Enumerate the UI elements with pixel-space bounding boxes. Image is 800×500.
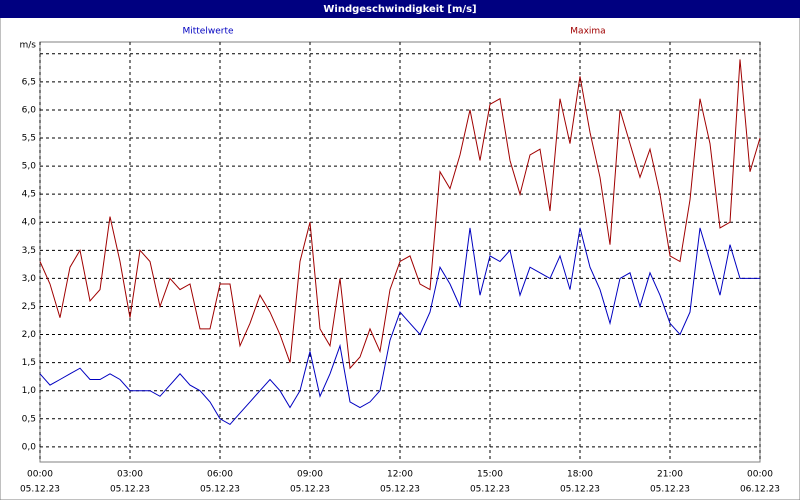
y-tick-label: 0,0 [22, 442, 37, 452]
x-tick-date: 05.12.23 [20, 485, 60, 495]
y-tick-label: 5,5 [22, 134, 36, 144]
x-tick-label: 12:00 [387, 470, 413, 480]
x-tick-date: 05.12.23 [470, 485, 510, 495]
y-tick-label: 6,5 [22, 77, 36, 87]
y-tick-label: 3,0 [22, 274, 37, 284]
y-tick-label: 1,0 [22, 386, 37, 396]
x-tick-label: 00:00 [747, 470, 773, 480]
series-line [39, 59, 761, 370]
legend-label: Maxima [570, 27, 605, 37]
y-tick-label: 2,5 [22, 302, 36, 312]
x-tick-date: 05.12.23 [380, 485, 420, 495]
series-line [39, 227, 760, 426]
y-tick-label: 4,5 [22, 190, 36, 200]
x-tick-label: 18:00 [567, 470, 593, 480]
x-tick-date: 05.12.23 [200, 485, 240, 495]
y-tick-label: 5,0 [22, 162, 37, 172]
x-tick-date: 06.12.23 [740, 485, 780, 495]
x-tick-label: 15:00 [477, 470, 503, 480]
y-tick-label: 6,0 [22, 105, 37, 115]
x-tick-date: 05.12.23 [110, 485, 150, 495]
title-bar [0, 0, 800, 18]
y-tick-label: 3,5 [22, 246, 36, 256]
x-tick-date: 05.12.23 [560, 485, 600, 495]
x-tick-label: 09:00 [297, 470, 323, 480]
y-tick-label: 4,0 [22, 218, 37, 228]
legend-label: Mittelwerte [182, 27, 233, 37]
x-tick-label: 21:00 [657, 470, 683, 480]
y-tick-label: 0,5 [22, 414, 36, 424]
x-tick-label: 00:00 [27, 470, 53, 480]
x-tick-date: 05.12.23 [650, 485, 690, 495]
x-tick-label: 06:00 [207, 470, 233, 480]
x-tick-date: 05.12.23 [290, 485, 330, 495]
y-tick-label: 2,0 [22, 330, 37, 340]
y-tick-label: 1,5 [22, 358, 36, 368]
y-tick-label: m/s [20, 40, 37, 50]
chart-title: Windgeschwindigkeit [m/s] [323, 4, 476, 15]
x-tick-label: 03:00 [117, 470, 143, 480]
